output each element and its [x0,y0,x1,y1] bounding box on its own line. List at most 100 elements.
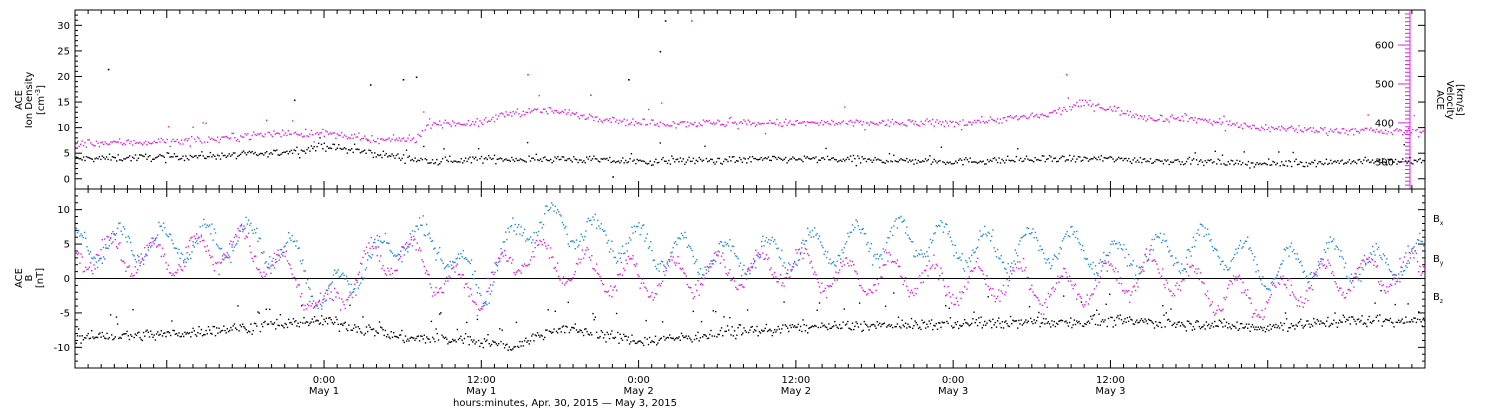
data-point [558,328,560,330]
data-point [549,331,552,333]
data-point [375,140,377,143]
data-point [105,142,108,145]
data-point [1403,132,1405,134]
data-point [1400,129,1402,132]
data-point [1243,327,1245,329]
data-point [678,237,680,239]
data-point [1255,326,1257,328]
data-point [1404,129,1407,132]
data-point [160,255,162,258]
data-point [1132,323,1134,325]
data-point [1117,315,1119,317]
data-point [541,160,543,163]
data-point [922,256,924,258]
data-point [214,262,217,264]
data-point [820,292,822,294]
data-point [535,239,538,242]
data-point [1025,319,1027,321]
data-point [487,277,489,280]
data-point [1324,325,1327,327]
data-point [930,123,932,125]
data-point [619,273,621,275]
data-point [321,315,323,317]
data-point [608,251,611,253]
data-point [674,122,676,124]
data-point [1419,318,1421,321]
data-point [423,234,425,236]
top-series-black [75,137,1426,169]
data-point [565,159,568,162]
data-point [267,323,270,325]
data-point [163,141,165,143]
data-point [1216,249,1218,251]
data-point [665,337,667,339]
data-point [657,284,659,287]
data-point [370,257,372,259]
data-point [440,287,442,289]
data-point [1263,285,1265,287]
data-point [153,240,155,242]
data-point [159,153,161,156]
data-point [556,209,559,211]
data-point [85,155,88,158]
data-point [685,236,687,239]
data-point [264,152,266,154]
data-point [766,241,769,243]
data-point [558,158,560,161]
data-point [1244,123,1247,125]
data-point [168,233,171,235]
data-point [1118,317,1120,320]
data-point [490,118,493,121]
data-point [188,239,191,242]
data-point [1050,112,1052,114]
data-point [792,326,795,328]
data-point [787,273,789,275]
data-point [233,236,236,238]
data-point [1205,321,1208,323]
data-point [426,336,428,338]
data-point [582,239,585,241]
data-point [585,328,587,330]
data-point [348,136,350,139]
data-point [447,264,449,266]
data-point [726,325,729,327]
data-point [197,242,199,245]
data-point [1386,319,1388,321]
data-point [429,237,431,239]
data-point [693,338,696,341]
data-point [365,138,367,140]
data-point [509,348,512,351]
data-point [339,134,341,137]
data-point [746,309,749,311]
data-point [735,286,737,288]
data-point [1087,320,1090,322]
data-point [1184,163,1186,165]
data-point [686,246,689,248]
data-point [270,321,272,323]
data-point [263,251,265,253]
data-point [712,259,714,261]
data-point [1412,128,1414,131]
data-point [775,243,777,245]
data-point [1109,156,1111,158]
data-point [689,245,691,248]
data-point [448,341,450,343]
data-point [391,138,393,140]
data-point [1120,319,1123,321]
data-point [867,326,869,328]
data-point [119,222,121,224]
data-point [1110,109,1113,111]
data-point [332,143,334,145]
data-point [1281,324,1283,327]
data-point [676,123,679,125]
data-point [413,160,415,162]
data-point [1056,160,1058,163]
data-point [1351,161,1353,163]
data-point [1047,258,1050,260]
data-point [437,123,439,126]
outlier-point [369,84,372,86]
data-point [585,249,587,251]
data-point [884,305,887,307]
data-point [1110,316,1112,318]
data-point [440,124,442,126]
